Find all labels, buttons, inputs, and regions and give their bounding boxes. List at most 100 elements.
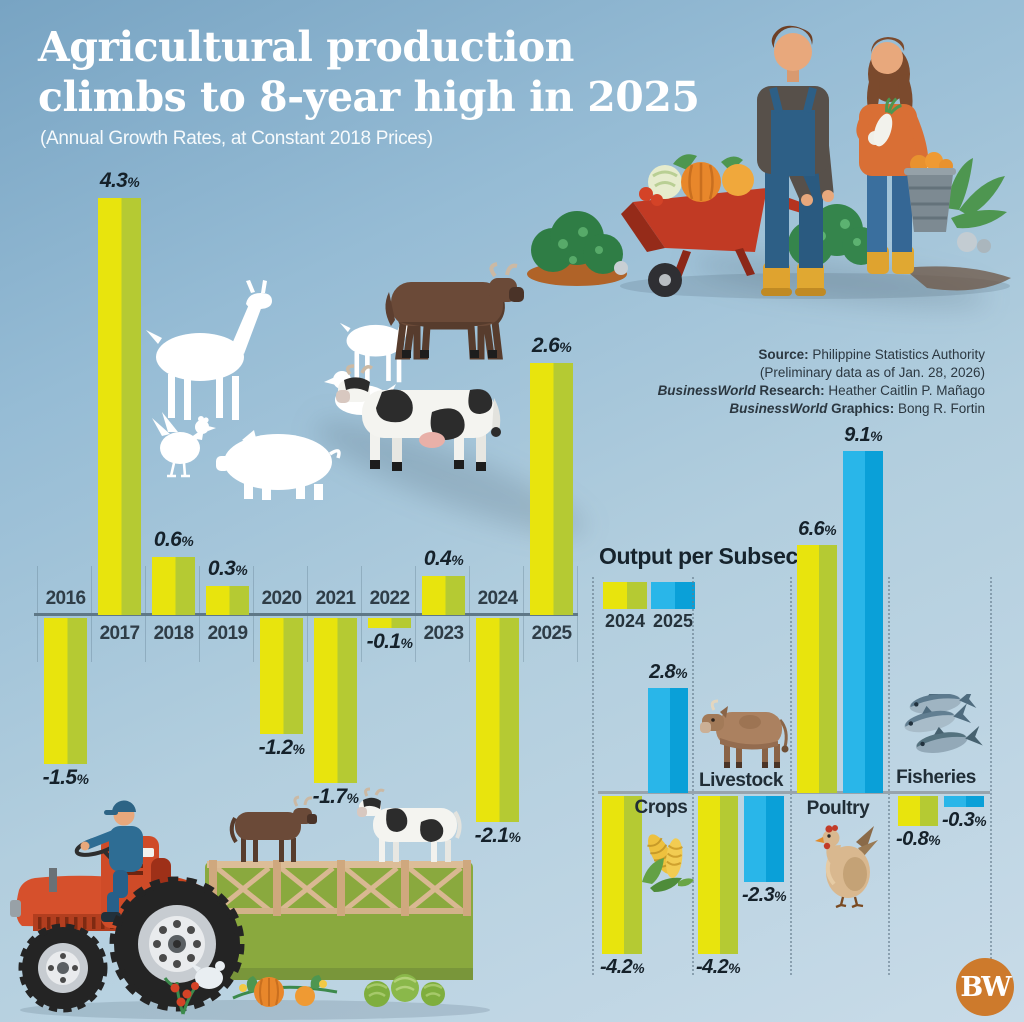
value-label-2024: -2.1% (474, 824, 521, 847)
bar-2022 (368, 618, 411, 628)
bar-2018 (152, 557, 195, 615)
research-credit: BusinessWorld Research: Heather Caitlin … (657, 383, 985, 399)
value-label-2016: -1.5% (42, 766, 89, 789)
poultry-hen-icon (815, 825, 878, 908)
fish-icon (904, 703, 972, 733)
bar-poultry-2024 (797, 545, 837, 793)
value-label-2022: -0.1% (366, 630, 413, 653)
value-label-crops-2025: 2.8% (649, 661, 687, 683)
subsector-chart-title: Output per Subsector (599, 543, 828, 569)
year-label-2022: 2022 (369, 588, 410, 609)
bar-2023 (422, 576, 465, 615)
bar-crops-2024 (602, 796, 642, 954)
year-label-2024: 2024 (477, 588, 518, 609)
subsector-label-poultry: Poultry (806, 798, 870, 819)
subsector-group-divider (888, 577, 890, 975)
livestock-cow-icon (700, 699, 789, 768)
subsector-group-divider (592, 577, 594, 975)
subsector-label-livestock: Livestock (698, 770, 784, 791)
value-label-2018: 0.6% (153, 528, 194, 551)
fish-icon (915, 725, 983, 753)
ground-shadow (903, 266, 1011, 291)
year-label-2025: 2025 (531, 623, 572, 644)
value-label-2021: -1.7% (312, 785, 359, 808)
bar-crops-2025 (648, 688, 688, 793)
radish-icon (873, 97, 902, 147)
bar-poultry-2025 (843, 451, 883, 793)
value-label-livestock-2025: -2.3% (742, 884, 787, 906)
subsector-label-fisheries: Fisheries (896, 767, 976, 788)
year-label-2016: 2016 (45, 588, 86, 609)
source-block: Source: Philippine Statistics Authority … (658, 346, 985, 418)
subsector-group-divider (692, 577, 694, 975)
value-label-fisheries-2025: -0.3% (942, 809, 987, 831)
tractor-illustration (10, 787, 490, 1020)
vegetables-in-wheelbarrow (639, 154, 754, 206)
businessworld-logo: BW (956, 958, 1014, 1016)
title-line-1: Agricultural production (38, 23, 575, 71)
value-label-fisheries-2024: -0.8% (896, 828, 941, 850)
value-label-2025: 2.6% (531, 334, 572, 357)
value-label-poultry-2024: 6.6% (798, 518, 836, 540)
value-label-2023: 0.4% (423, 547, 464, 570)
bar-2016 (44, 618, 87, 764)
fish-icon (909, 694, 977, 714)
year-label-2017: 2017 (99, 623, 140, 644)
value-label-poultry-2025: 9.1% (844, 424, 882, 446)
bar-fisheries-2024 (898, 796, 938, 826)
bar-2025 (530, 363, 573, 615)
bush-left-icon (527, 211, 628, 286)
year-label-2021: 2021 (315, 588, 356, 609)
farm-animals-illustration (146, 262, 524, 500)
value-label-2020: -1.2% (258, 736, 305, 759)
value-label-2017: 4.3% (99, 169, 140, 192)
bar-fisheries-2025 (944, 796, 984, 807)
hen-by-tractor (189, 961, 225, 989)
legend-label-2024: 2024 (604, 611, 646, 631)
holstein-cow-icon (336, 364, 501, 471)
tractor-driver (74, 800, 143, 922)
plant-right-icon (945, 158, 1007, 253)
year-label-2020: 2020 (261, 588, 302, 609)
value-label-livestock-2024: -4.2% (696, 956, 741, 978)
subsector-chart-axis (598, 791, 990, 794)
bar-2019 (206, 586, 249, 615)
farmer-woman (856, 37, 956, 274)
year-label-2023: 2023 (423, 623, 464, 644)
bar-2017 (98, 198, 141, 615)
subtitle: (Annual Growth Rates, at Constant 2018 P… (40, 128, 433, 149)
pig-silhouette (216, 430, 341, 500)
year-label-2018: 2018 (153, 623, 194, 644)
corn-icon (642, 834, 694, 892)
subsector-label-crops: Crops (634, 797, 688, 818)
legend-swatch-2025 (651, 582, 695, 609)
title-line-2: climbs to 8-year high in 2025 (38, 73, 700, 121)
pumpkin-vine-icon (232, 975, 338, 1007)
cabbages-icon (364, 974, 445, 1007)
legend-swatch-2024 (603, 582, 647, 609)
value-label-crops-2024: -4.2% (600, 956, 645, 978)
brown-cow-on-trailer (229, 795, 317, 862)
subsector-group-divider (790, 577, 792, 975)
value-label-2019: 0.3% (207, 557, 248, 580)
bar-livestock-2024 (698, 796, 738, 954)
bar-2024 (476, 618, 519, 822)
farmer-man (757, 25, 834, 296)
legend-label-2025: 2025 (652, 611, 694, 631)
tractor (10, 800, 245, 1013)
logo-text: BW (960, 971, 1011, 1003)
page-title: Agricultural production climbs to 8-year… (38, 22, 700, 122)
tomato-plant-icon (163, 977, 199, 1015)
bar-2020 (260, 618, 303, 734)
holstein-cow-on-trailer (357, 787, 462, 862)
carabao-bull-icon (385, 262, 524, 360)
source-line: Source: Philippine Statistics Authority (758, 347, 985, 362)
bar-2021 (314, 618, 357, 783)
source-note: (Preliminary data as of Jan. 28, 2026) (759, 365, 985, 381)
bar-livestock-2025 (744, 796, 784, 882)
main-chart-axis (34, 613, 578, 616)
bucket-of-oranges-icon (904, 152, 956, 232)
